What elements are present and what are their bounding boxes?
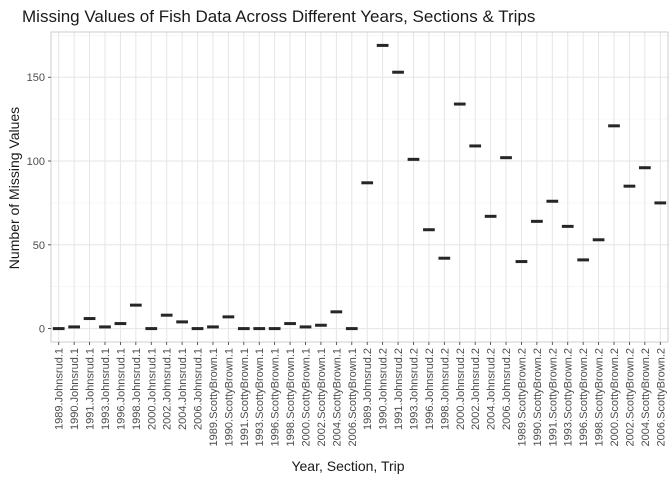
x-tick-label: 2002.ScottyBrown.2	[624, 348, 636, 446]
plot-panel	[50, 31, 669, 343]
x-tick-label: 1991.ScottyBrown.2	[547, 348, 559, 446]
data-marks	[52, 43, 667, 331]
x-tick-label: 2004.Johnsrud.2	[486, 348, 498, 430]
x-tick-label: 2002.Johnsrud.2	[470, 348, 482, 430]
y-axis-title: Number of Missing Values	[6, 107, 22, 269]
x-tick-label: 1998.Johnsrud.2	[439, 348, 451, 430]
x-tick-label: 1996.ScottyBrown.1	[270, 348, 282, 446]
x-tick-label: 1996.Johnsrud.1	[115, 348, 127, 430]
y-tick-label: 150	[27, 72, 45, 84]
x-tick-label: 1998.Johnsrud.1	[131, 348, 143, 430]
x-tick-label: 1996.Johnsrud.2	[424, 348, 436, 430]
y-tick-label: 50	[33, 240, 45, 252]
x-tick-label: 1998.ScottyBrown.1	[285, 348, 297, 446]
x-tick-label: 1990.Johnsrud.2	[378, 348, 390, 430]
x-tick-label: 2006.ScottyBrown.2	[655, 348, 667, 446]
x-tick-label: 1990.ScottyBrown.2	[532, 348, 544, 446]
x-tick-label: 2004.ScottyBrown.1	[331, 348, 343, 446]
x-tick-label: 1993.Johnsrud.1	[100, 348, 112, 430]
x-axis: 1989.Johnsrud.1 1990.Johnsrud.1 1991.Johns…	[54, 342, 667, 446]
y-tick-label: 100	[27, 156, 45, 168]
x-tick-label: 1989.Johnsrud.2	[362, 348, 374, 430]
x-tick-label: 2006.Johnsrud.2	[501, 348, 513, 430]
x-tick-label: 1993.ScottyBrown.1	[254, 348, 266, 446]
x-tick-label: 1996.ScottyBrown.2	[578, 348, 590, 446]
x-tick-label: 2000.ScottyBrown.1	[301, 348, 313, 446]
x-tick-label: 2002.Johnsrud.1	[162, 348, 174, 430]
x-tick-label: 1990.Johnsrud.1	[69, 348, 81, 430]
x-axis-title: Year, Section, Trip	[291, 458, 404, 474]
x-tick-label: 2000.Johnsrud.2	[455, 348, 467, 430]
x-tick-label: 2002.ScottyBrown.1	[316, 348, 328, 446]
grid	[51, 32, 668, 342]
x-tick-label: 1998.ScottyBrown.2	[594, 348, 606, 446]
y-tick-label: 0	[39, 324, 45, 336]
x-tick-label: 1991.Johnsrud.1	[85, 348, 97, 430]
x-tick-label: 1989.ScottyBrown.1	[208, 348, 220, 446]
x-tick-label: 1989.ScottyBrown.2	[516, 348, 528, 446]
x-tick-label: 2000.ScottyBrown.2	[609, 348, 621, 446]
x-tick-label: 1990.ScottyBrown.1	[223, 348, 235, 446]
x-tick-label: 1993.Johnsrud.2	[408, 348, 420, 430]
x-tick-label: 2004.Johnsrud.1	[177, 348, 189, 430]
x-tick-label: 2006.ScottyBrown.1	[347, 348, 359, 446]
x-tick-label: 1989.Johnsrud.1	[54, 348, 66, 430]
x-tick-label: 2006.Johnsrud.1	[193, 348, 205, 430]
chart-title: Missing Values of Fish Data Across Diffe…	[22, 7, 535, 26]
x-tick-label: 1991.Johnsrud.2	[393, 348, 405, 430]
y-axis: 0 50 100 150	[27, 72, 51, 336]
x-tick-label: 2000.Johnsrud.1	[146, 348, 158, 430]
x-tick-label: 2004.ScottyBrown.2	[640, 348, 652, 446]
x-tick-label: 1991.ScottyBrown.1	[239, 348, 251, 446]
x-tick-label: 1993.ScottyBrown.2	[563, 348, 575, 446]
